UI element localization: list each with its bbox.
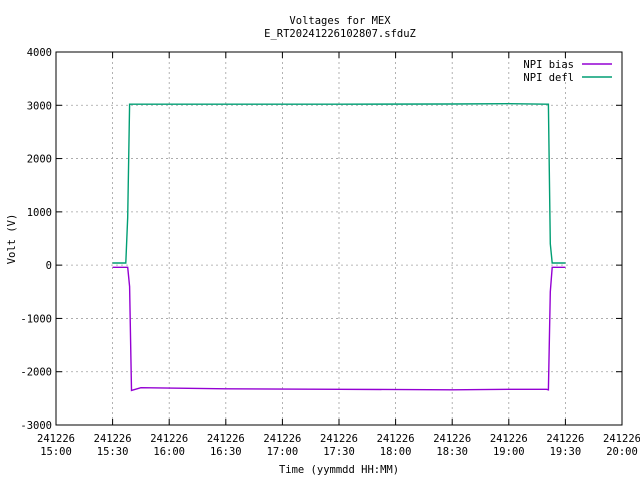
legend-label: NPI bias — [523, 59, 574, 71]
y-tick-label: -3000 — [20, 420, 52, 432]
x-tick-time-label: 17:30 — [323, 446, 355, 458]
x-tick-date-label: 241226 — [263, 433, 301, 445]
series-group — [112, 102, 566, 392]
x-tick-date-label: 241226 — [377, 433, 415, 445]
x-tick-time-label: 16:30 — [210, 446, 242, 458]
x-tick-date-label: 241226 — [150, 433, 188, 445]
series-line-2 — [112, 102, 566, 264]
grid — [56, 52, 622, 425]
x-tick-time-label: 17:00 — [267, 446, 299, 458]
y-tick-label: 3000 — [27, 100, 52, 112]
y-tick-label: -1000 — [20, 313, 52, 325]
x-tick-time-label: 18:30 — [436, 446, 468, 458]
x-axis-label: Time (yymmdd HH:MM) — [279, 464, 399, 476]
legend-label: NPI defl — [523, 72, 574, 84]
y-axis-label: Volt (V) — [6, 214, 18, 265]
y-tick-label: 4000 — [27, 47, 52, 59]
x-tick-time-label: 18:00 — [380, 446, 412, 458]
x-tick-date-label: 241226 — [546, 433, 584, 445]
x-tick-date-label: 241226 — [37, 433, 75, 445]
x-tick-time-label: 20:00 — [606, 446, 638, 458]
series-line-1 — [112, 266, 566, 392]
chart-subtitle: E_RT20241226102807.sfduZ — [264, 28, 416, 40]
x-tick-date-label: 241226 — [490, 433, 528, 445]
x-tick-time-label: 16:00 — [153, 446, 185, 458]
y-tick-label: 0 — [46, 260, 52, 272]
x-tick-time-label: 19:30 — [550, 446, 582, 458]
x-tick-time-label: 15:30 — [97, 446, 129, 458]
x-tick-date-label: 241226 — [207, 433, 245, 445]
y-tick-label: 1000 — [27, 207, 52, 219]
y-tick-label: 2000 — [27, 154, 52, 166]
y-tick-label: -2000 — [20, 367, 52, 379]
x-tick-time-label: 15:00 — [40, 446, 72, 458]
x-tick-time-label: 19:00 — [493, 446, 525, 458]
x-tick-date-label: 241226 — [603, 433, 640, 445]
x-tick-date-label: 241226 — [320, 433, 358, 445]
ticks: -3000-2000-10000100020003000400024122615… — [20, 47, 640, 458]
x-tick-date-label: 241226 — [94, 433, 132, 445]
chart-title: Voltages for MEX — [289, 15, 391, 27]
x-tick-date-label: 241226 — [433, 433, 471, 445]
